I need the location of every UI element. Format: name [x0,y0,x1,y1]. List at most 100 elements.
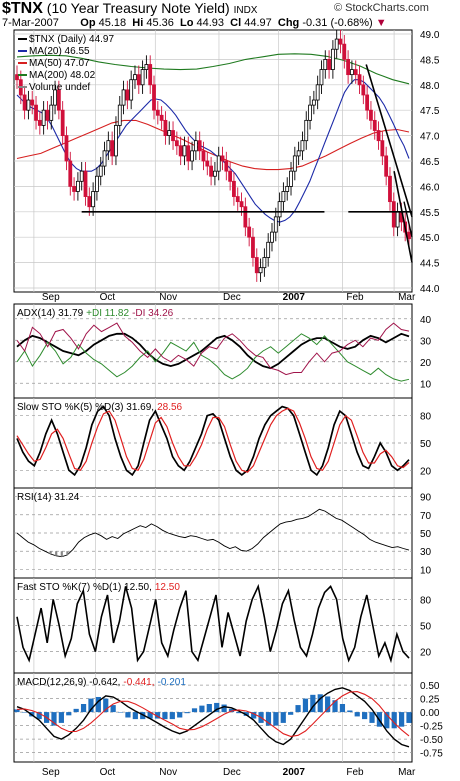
candle-body [79,170,84,182]
candle-body [152,84,156,111]
high-value: 45.36 [146,17,174,29]
candle-body [334,38,339,50]
y-tick-label: 47.0 [420,132,440,143]
macd-title-2: -0.201 [158,677,187,688]
candle-body [277,201,282,218]
candle-body [391,201,396,228]
slow-sto-d-line [16,407,410,473]
y-tick-label: -0.25 [420,722,443,733]
chart-header-title: $TNX (10 Year Treasury Note Yield) INDX … [2,0,429,18]
candle-body [376,130,381,142]
y-tick-label: 80 [420,595,432,606]
candle-body [163,119,168,137]
y-tick-label: 20 [420,358,432,369]
candle-body [37,119,42,126]
macd-histogram-bar [251,712,257,719]
candle-body [140,69,145,86]
candle-body [110,140,115,157]
low-label: Lo [179,17,194,29]
candle-body [64,135,69,162]
macd-histogram-bar [384,712,390,729]
candle-body [22,94,27,111]
candle-body [117,104,122,126]
candle-body [144,64,149,70]
slow-sto-title-0: Slow STO %K(5) %D(3) 31.69, [17,402,154,413]
candle-body [87,196,92,208]
legend-ma200: MA(200) 48.02 [29,70,96,81]
macd-signal-line [16,691,410,737]
candle-body [45,109,50,121]
low-value: 44.93 [196,17,225,29]
candle-body [197,140,202,152]
candle-body [125,89,130,101]
y-tick-label: 45.0 [420,233,440,244]
candle-body [186,145,191,162]
macd-histogram-bar [280,712,286,723]
x-tick-label: Mar [398,292,416,303]
candle-body [262,257,267,269]
macd-histogram-bar [14,709,20,713]
candle-body [243,206,248,228]
y-tick-label: 48.5 [420,55,440,66]
macd-line [16,687,410,748]
candle-body [369,109,373,121]
ma50-line [16,119,410,171]
macd-histogram-bar [169,712,175,720]
x-tick-label: 2007 [283,767,306,778]
y-tick-label: 46.0 [420,182,440,193]
macd-histogram-bar [58,712,64,723]
macd-histogram-bar [214,702,220,713]
candle-body [319,69,324,86]
candle-body [56,89,61,111]
macd-histogram-bar [51,712,57,726]
macd-histogram-bar [310,694,316,713]
adx-title-2: -DI 34.26 [132,308,174,319]
y-tick-label: 50 [420,439,432,450]
macd-histogram-bar [177,712,183,718]
candle-body [129,79,134,101]
candle-body [380,140,385,157]
candle-body [346,59,351,76]
y-tick-label: 44.0 [420,284,440,295]
candle-body [95,175,99,192]
candle-body [273,216,278,233]
macd-histogram-bar [265,712,272,726]
candle-body [148,64,153,86]
candle-body [239,201,244,208]
fast-sto-title-1: 12.50 [155,582,180,593]
y-tick-label: 20 [420,466,432,477]
change-value: -0.31 (-0.68%) [302,17,373,29]
candle-body [68,160,73,187]
y-tick-label: 80 [420,412,432,423]
candle-body [365,94,370,111]
y-tick-label: 30 [420,547,432,558]
candle-body [34,104,38,121]
quote-date: 7-Mar-2007 [2,17,59,29]
candle-body [247,226,252,238]
candle-body [353,69,358,76]
x-tick-label: Mar [398,767,416,778]
macd-histogram-bar [325,696,331,713]
candle-body [350,69,354,76]
index-label: INDX [233,5,258,16]
candle-body [361,84,366,96]
macd-histogram-bar [199,705,205,713]
macd-histogram-bar [36,712,42,720]
y-tick-label: 10 [420,379,432,390]
macd-histogram-bar [191,708,198,713]
candle-body [209,165,213,177]
macd-histogram-bar [273,712,279,726]
candle-body [121,89,126,106]
candle-body [213,170,217,177]
quote-line: 7-Mar-2007 Op 45.18 Hi 45.36 Lo 44.93 Cl… [2,17,387,29]
candle-body [201,150,206,162]
change-label: Chg [277,17,300,29]
ma200-line [16,53,410,85]
macd-histogram-bar [399,712,405,727]
macd-histogram-bar [302,698,309,713]
channel-upper-trendline [365,64,413,218]
open-value: 45.18 [98,17,127,29]
candle-body [83,170,88,197]
y-tick-label: 40 [420,315,432,326]
